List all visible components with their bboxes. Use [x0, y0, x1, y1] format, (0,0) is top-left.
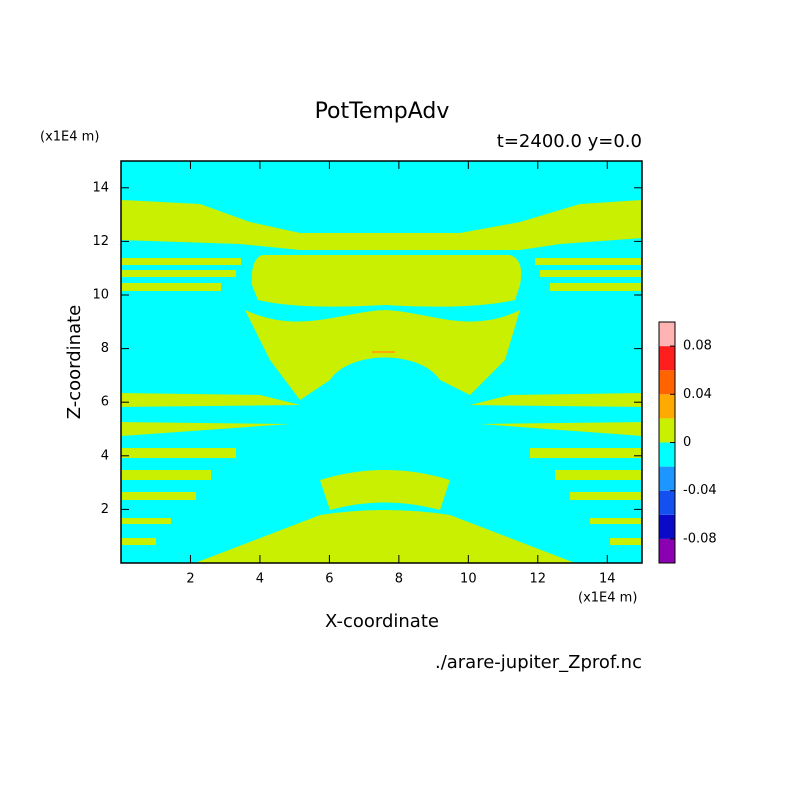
- blob: [245, 310, 520, 400]
- y-tick-label: 12: [92, 234, 109, 249]
- colorbar-bin: [659, 346, 675, 371]
- x-tick-label: 6: [325, 572, 333, 587]
- band: [535, 258, 642, 265]
- band: [555, 470, 642, 480]
- band: [550, 283, 642, 291]
- band: [121, 448, 236, 458]
- chart-subtitle: t=2400.0 y=0.0: [497, 131, 642, 152]
- x-axis-label: X-coordinate: [325, 611, 439, 632]
- colorbar-tick-label: -0.08: [683, 531, 717, 546]
- blob: [195, 510, 575, 563]
- band: [590, 518, 642, 524]
- band: [121, 393, 642, 407]
- band: [121, 470, 211, 480]
- colorbar-bin: [659, 538, 675, 563]
- band: [540, 270, 642, 277]
- footer: ./arare-jupiter_Zprof.nc: [435, 652, 642, 673]
- colorbar-bin: [659, 514, 675, 539]
- y-axis-label: Z-coordinate: [64, 305, 85, 420]
- colorbar-tick-label: 0.08: [683, 339, 712, 354]
- y-tick-label: 10: [92, 288, 109, 303]
- band: [121, 200, 642, 250]
- blob: [320, 470, 450, 510]
- band: [570, 492, 642, 500]
- band: [121, 492, 196, 500]
- colorbar-bin: [659, 322, 675, 347]
- band: [121, 283, 221, 291]
- colorbar-tick-label: -0.04: [683, 483, 717, 498]
- x-tick-label: 8: [395, 572, 403, 587]
- band: [610, 538, 642, 545]
- chart-title: PotTempAdv: [315, 99, 450, 124]
- colorbar-bin: [659, 370, 675, 395]
- x-tick-label: 4: [256, 572, 264, 587]
- colorbar-bin: [659, 442, 675, 467]
- colorbar-tick-label: 0: [683, 435, 691, 450]
- x-unit: (x1E4 m): [578, 591, 637, 606]
- plot-frame: [120, 160, 643, 564]
- colorbar-bin: [659, 490, 675, 515]
- colorbar-bin: [659, 466, 675, 491]
- band: [121, 538, 156, 545]
- band: [121, 422, 642, 436]
- y-unit: (x1E4 m): [40, 130, 99, 145]
- x-tick-label: 14: [599, 572, 616, 587]
- x-tick-label: 2: [186, 572, 194, 587]
- y-tick-label: 14: [92, 180, 109, 195]
- colorbar-bin: [659, 394, 675, 419]
- y-tick-label: 4: [101, 448, 109, 463]
- x-tick-label: 12: [530, 572, 547, 587]
- field: [121, 161, 642, 563]
- band: [121, 518, 171, 524]
- band: [121, 270, 236, 277]
- colorbar-tick-label: 0.04: [683, 387, 712, 402]
- blob: [251, 255, 522, 307]
- y-tick-label: 6: [101, 395, 109, 410]
- band: [530, 448, 642, 458]
- y-tick-label: 2: [101, 502, 109, 517]
- band: [121, 258, 241, 265]
- colorbar-bin: [659, 418, 675, 443]
- y-tick-label: 8: [101, 341, 109, 356]
- x-tick-label: 10: [460, 572, 477, 587]
- field-shapes: [121, 200, 642, 563]
